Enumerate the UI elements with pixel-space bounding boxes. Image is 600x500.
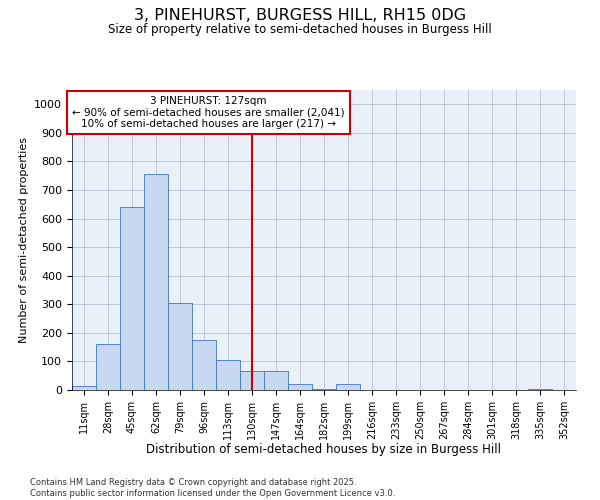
Bar <box>216 360 240 390</box>
Text: Contains HM Land Registry data © Crown copyright and database right 2025.
Contai: Contains HM Land Registry data © Crown c… <box>30 478 395 498</box>
Bar <box>528 388 552 390</box>
Bar <box>312 388 336 390</box>
Bar <box>336 384 360 390</box>
Y-axis label: Number of semi-detached properties: Number of semi-detached properties <box>19 137 29 343</box>
Bar <box>96 344 120 390</box>
Bar <box>168 303 192 390</box>
Bar <box>144 174 168 390</box>
Text: Distribution of semi-detached houses by size in Burgess Hill: Distribution of semi-detached houses by … <box>146 442 502 456</box>
Bar <box>240 372 264 390</box>
Text: 3, PINEHURST, BURGESS HILL, RH15 0DG: 3, PINEHURST, BURGESS HILL, RH15 0DG <box>134 8 466 22</box>
Text: Size of property relative to semi-detached houses in Burgess Hill: Size of property relative to semi-detach… <box>108 22 492 36</box>
Bar <box>120 207 144 390</box>
Bar <box>72 386 96 390</box>
Bar <box>288 384 312 390</box>
Text: 3 PINEHURST: 127sqm
← 90% of semi-detached houses are smaller (2,041)
10% of sem: 3 PINEHURST: 127sqm ← 90% of semi-detach… <box>72 96 344 129</box>
Bar <box>264 372 288 390</box>
Bar <box>192 340 216 390</box>
